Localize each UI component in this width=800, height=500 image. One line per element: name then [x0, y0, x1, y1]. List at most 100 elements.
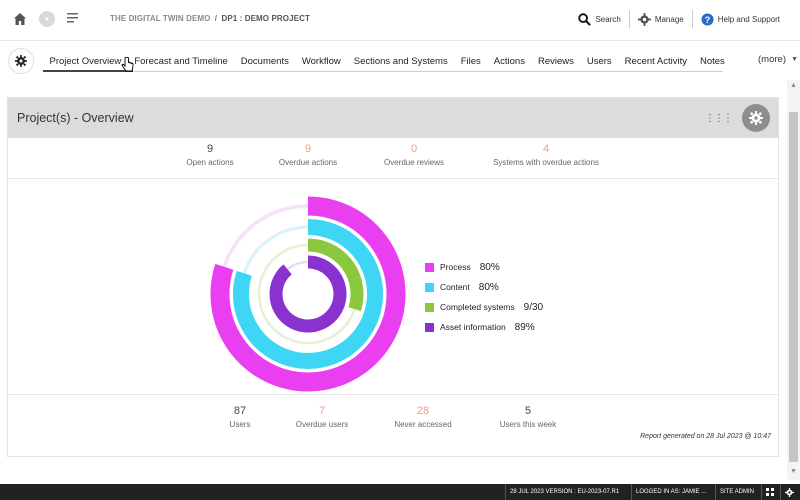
tab-actions[interactable]: Actions [493, 55, 525, 67]
divider [8, 394, 778, 395]
radial-progress-chart [210, 196, 406, 392]
manage-label: Manage [654, 14, 684, 24]
stat-value: 5 [524, 405, 532, 417]
help-label: Help and Support [717, 14, 780, 24]
tab-notes[interactable]: Notes [699, 55, 725, 67]
stat-label: Systems with overdue actions [493, 158, 599, 167]
stat-value: 9 [206, 143, 214, 155]
breadcrumb-org[interactable]: THE DIGITAL TWIN DEMO [110, 14, 211, 23]
legend-value: 80% [479, 261, 500, 273]
gear-icon [637, 12, 651, 26]
help-button[interactable]: ? Help and Support [693, 12, 788, 26]
active-tab-indicator [43, 70, 133, 72]
report-timestamp: Report generated on 28 Jul 2023 @ 10:47 [640, 433, 771, 440]
panel-settings-button[interactable] [742, 104, 770, 132]
legend-value: 80% [478, 281, 499, 293]
legend-value: 89% [514, 321, 535, 333]
legend-item-process: Process 80% [425, 257, 543, 277]
tabs-underline [43, 71, 723, 72]
tab-workflow[interactable]: Workflow [301, 55, 341, 67]
tab-forecast-and-timeline[interactable]: Forecast and Timeline [134, 55, 228, 67]
manage-button[interactable]: Manage [630, 12, 692, 26]
settings-button[interactable] [780, 484, 798, 500]
stat-overdue-users[interactable]: 7 Overdue users [287, 405, 357, 429]
tab-files[interactable]: Files [460, 55, 481, 67]
home-icon[interactable] [12, 11, 28, 27]
stat-users[interactable]: 87 Users [205, 405, 275, 429]
panel-header: Project(s) - Overview ⋮⋮⋮ [8, 98, 778, 138]
ring-arc-process[interactable] [210, 196, 406, 392]
tab-project-overview[interactable]: Project Overview [49, 55, 122, 67]
tab-sections-and-systems[interactable]: Sections and Systems [353, 55, 448, 67]
stat-label: Users this week [499, 420, 557, 429]
legend-label: Process [440, 262, 471, 272]
tab-users[interactable]: Users [586, 55, 612, 67]
nav-bar: Project Overview Forecast and Timeline D… [0, 40, 800, 80]
nav-settings-button[interactable] [8, 48, 34, 74]
version-info: 28 JUL 2023 VERSION : EU-2023-07.R1 [505, 484, 623, 500]
panel-title: Project(s) - Overview [17, 111, 134, 125]
gear-icon [15, 55, 27, 67]
search-button[interactable]: Search [570, 12, 628, 26]
scroll-up-icon[interactable]: ▲ [790, 82, 797, 89]
status-bar: 28 JUL 2023 VERSION : EU-2023-07.R1 LOGG… [0, 484, 800, 500]
breadcrumb-project[interactable]: DP1 : DEMO PROJECT [221, 14, 310, 23]
legend-label: Completed systems [440, 302, 515, 312]
stat-systems-overdue[interactable]: 4 Systems with overdue actions [486, 143, 606, 167]
legend-item-content: Content 80% [425, 277, 543, 297]
stat-label: Overdue users [295, 420, 349, 429]
divider [628, 10, 630, 28]
top-bar: ● THE DIGITAL TWIN DEMO / DP1 : DEMO PRO… [0, 0, 800, 38]
scroll-down-icon[interactable]: ▼ [790, 468, 797, 475]
menu-icon[interactable] [67, 12, 79, 24]
breadcrumb: THE DIGITAL TWIN DEMO / DP1 : DEMO PROJE… [110, 14, 310, 23]
stat-value: 87 [233, 405, 247, 417]
gear-icon [749, 111, 763, 125]
logged-in-user[interactable]: LOGGED IN AS: JAMIE ... [631, 484, 710, 500]
tab-documents[interactable]: Documents [240, 55, 289, 67]
hand-cursor-icon [121, 57, 134, 72]
stat-label: Overdue actions [278, 158, 338, 167]
more-tabs-button[interactable]: (more) [758, 54, 786, 65]
tab-recent-activity[interactable]: Recent Activity [624, 55, 687, 67]
legend-item-asset-information: Asset information 89% [425, 317, 543, 337]
legend-item-completed-systems: Completed systems 9/30 [425, 297, 543, 317]
scrollbar-thumb[interactable] [789, 112, 798, 462]
stat-label: Open actions [186, 158, 234, 167]
stat-overdue-actions[interactable]: 9 Overdue actions [273, 143, 343, 167]
apps-grid-icon [766, 488, 774, 496]
ring-arc-content[interactable] [233, 219, 383, 369]
search-label: Search [595, 14, 621, 24]
user-avatar-icon[interactable]: ● [39, 11, 55, 27]
chart-legend: Process 80% Content 80% Completed system… [425, 257, 543, 337]
stat-label: Users [229, 420, 251, 429]
overview-panel: Project(s) - Overview ⋮⋮⋮ 9 Open actions… [7, 97, 779, 457]
ring-arc-asset-information[interactable] [269, 255, 347, 333]
user-role: SITE ADMIN [715, 484, 758, 500]
gear-icon [785, 487, 794, 497]
ring-arc-completed-systems[interactable] [307, 238, 364, 312]
grid-dots-icon[interactable]: ⋮⋮⋮ [705, 113, 733, 124]
stat-never-accessed[interactable]: 28 Never accessed [388, 405, 458, 429]
svg-text:?: ? [704, 14, 710, 24]
tab-reviews[interactable]: Reviews [537, 55, 574, 67]
breadcrumb-separator: / [214, 14, 218, 23]
stat-open-actions[interactable]: 9 Open actions [175, 143, 245, 167]
search-icon [578, 12, 592, 26]
stat-value: 4 [542, 143, 550, 155]
legend-label: Asset information [440, 322, 506, 332]
grid-icon[interactable] [761, 484, 778, 500]
legend-swatch [425, 322, 434, 332]
divider [8, 178, 778, 179]
legend-label: Content [440, 282, 470, 292]
stat-value: 28 [416, 405, 430, 417]
stat-overdue-reviews[interactable]: 0 Overdue reviews [379, 143, 449, 167]
top-right-actions: Search Manage ? Help and Support [570, 0, 788, 38]
legend-swatch [425, 262, 434, 272]
legend-swatch [425, 282, 434, 292]
chevron-down-icon[interactable]: ▼ [791, 56, 798, 63]
stat-users-this-week[interactable]: 5 Users this week [488, 405, 568, 429]
stat-label: Overdue reviews [383, 158, 445, 167]
divider [691, 10, 693, 28]
legend-value: 9/30 [523, 301, 544, 313]
